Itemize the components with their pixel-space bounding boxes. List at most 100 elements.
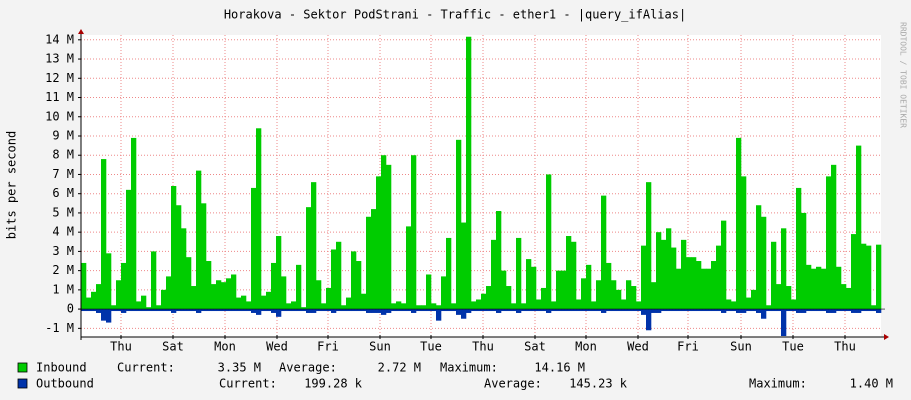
area-segment [266,291,272,310]
area-segment [101,159,107,310]
area-segment [866,309,872,312]
area-segment [276,236,282,310]
area-segment [366,309,372,313]
area-segment [771,309,777,312]
area-segment [741,176,747,310]
area-segment [371,209,377,310]
area-segment [151,309,157,312]
area-segment [806,309,812,312]
area-segment [91,291,97,310]
area-segment [501,270,507,310]
area-segment [521,309,527,312]
area-segment [651,309,657,313]
area-segment [376,309,382,313]
area-segment [681,309,687,312]
area-segment [651,282,657,310]
area-segment [271,262,277,310]
area-segment [726,309,732,312]
area-segment [736,137,742,310]
y-tick-label: 13 M [45,52,74,66]
area-segment [451,303,457,310]
area-segment [576,299,582,310]
area-segment [366,216,372,310]
area-segment [401,309,407,312]
area-segment [811,309,817,312]
area-segment [341,305,347,310]
area-segment [641,245,647,310]
area-segment [436,309,442,321]
area-segment [686,257,692,310]
area-segment [146,307,152,310]
area-segment [346,309,352,312]
area-segment [301,307,307,310]
area-segment [136,301,142,310]
data-area [81,36,882,337]
area-segment [876,244,882,310]
area-segment [346,297,352,310]
area-segment [731,309,737,312]
area-segment [431,309,437,312]
area-segment [736,309,742,313]
y-tick-label: 10 M [45,109,74,123]
area-segment [201,309,207,312]
area-segment [546,174,552,310]
area-segment [506,309,512,312]
area-segment [826,176,832,310]
area-segment [331,249,337,310]
area-segment [571,241,577,310]
legend-stat: 199.28 k [304,377,363,391]
area-segment [681,239,687,310]
area-segment [131,309,137,312]
area-segment [696,261,702,310]
area-segment [536,309,542,312]
area-segment [126,189,132,310]
legend-label: Inbound [36,361,87,375]
area-segment [851,309,857,313]
x-tick-label: Mon [575,340,597,354]
area-segment [481,293,487,310]
area-segment [126,309,132,312]
area-segment [131,137,137,310]
area-segment [626,280,632,310]
area-segment [491,239,497,310]
area-segment [201,203,207,310]
area-segment [216,280,222,310]
area-segment [766,309,772,312]
area-segment [521,303,527,310]
area-segment [396,301,402,310]
area-segment [691,257,697,310]
area-segment [746,297,752,310]
legend-stat: Current: [219,377,277,391]
area-segment [566,236,572,310]
area-segment [726,299,732,310]
area-segment [656,309,662,313]
area-segment [796,309,802,313]
area-segment [226,309,232,312]
area-segment [356,261,362,310]
area-segment [631,309,637,312]
area-segment [351,251,357,310]
area-segment [591,309,597,312]
legend-stat: Maximum: [440,361,498,375]
area-segment [156,305,162,310]
area-segment [811,268,817,310]
area-segment [556,270,562,310]
area-segment [861,243,867,310]
area-segment [461,309,467,319]
area-segment [311,309,317,313]
area-segment [196,309,202,313]
area-segment [561,270,567,310]
area-segment [411,309,417,313]
area-segment [386,164,392,310]
area-segment [81,262,87,310]
area-segment [761,216,767,310]
area-segment [791,299,797,310]
y-tick-label: 1 M [52,282,74,296]
area-segment [541,309,547,312]
area-segment [486,286,492,310]
area-segment [406,309,412,312]
y-tick-label: 2 M [52,263,74,277]
area-segment [416,309,422,312]
